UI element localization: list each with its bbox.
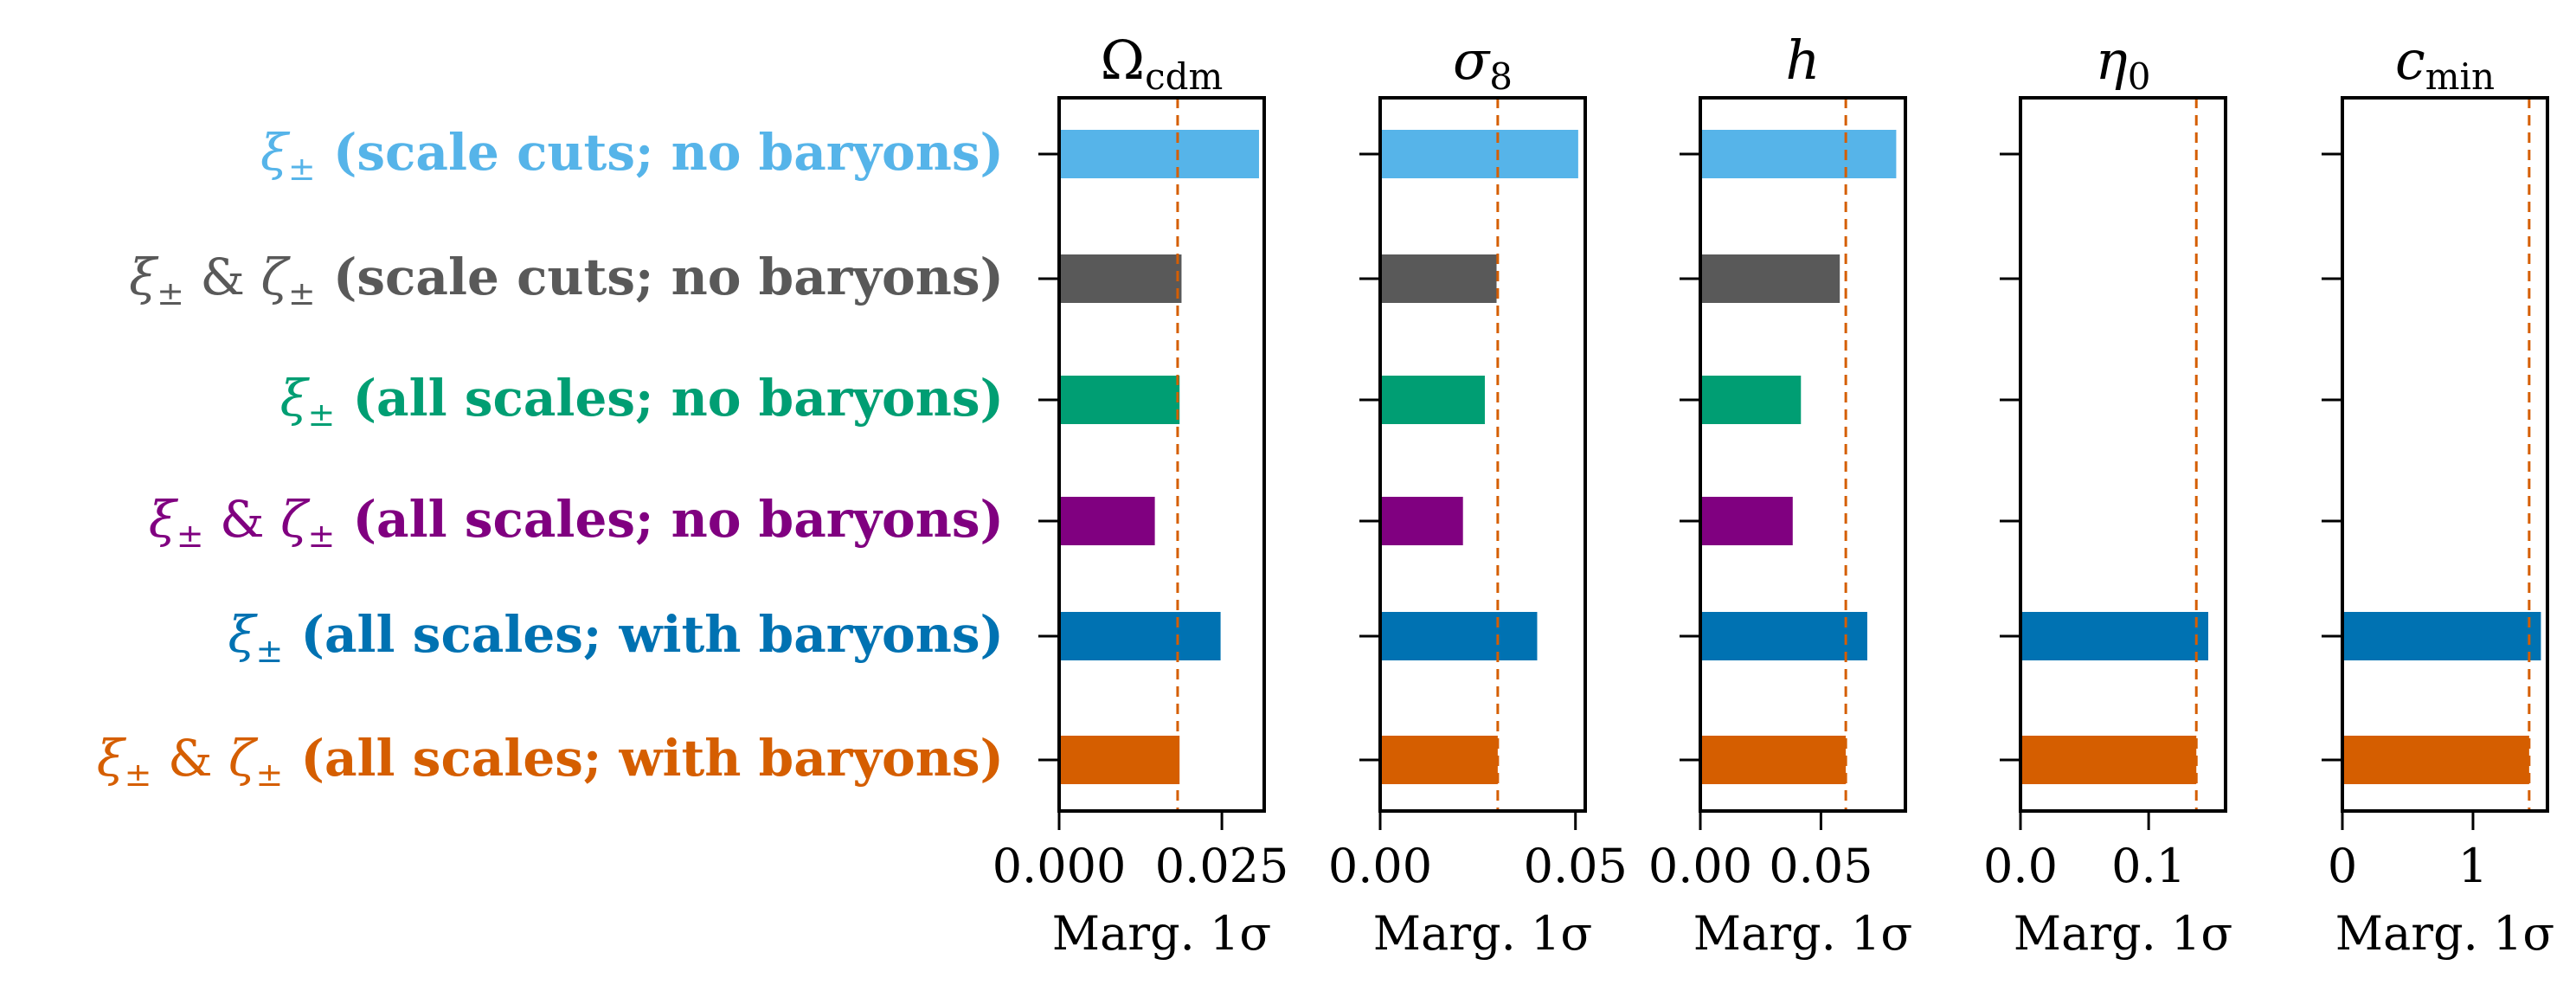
bar-panel0-row2 [1059, 376, 1180, 424]
panel-2: 0.00 0.05 Marg. 1σ h [1648, 29, 1912, 961]
bar-panel1-row3 [1380, 497, 1463, 545]
row-label-2: ξ± (all scales; no baryons) [280, 369, 1004, 434]
panel-frame-1 [1378, 96, 1587, 813]
x-tick-label: 0.1 [2111, 839, 2186, 893]
row-label-ampersand: & [152, 729, 229, 788]
row-label-subscript: ± [308, 396, 336, 434]
row-label-symbol: ξ [97, 729, 127, 788]
bar-panel0-row5 [1059, 736, 1180, 784]
x-tick-label: 0 [2328, 839, 2357, 893]
panel-frame-0 [1057, 96, 1266, 813]
row-label-0: ξ± (scale cuts; no baryons) [260, 123, 1004, 188]
panel-title-subscript: 8 [1489, 55, 1513, 98]
panel-title-2: h [1786, 29, 1821, 92]
bar-panel0-row3 [1059, 497, 1155, 545]
x-tick-label: 1 [2458, 839, 2488, 893]
row-label-symbol-2: ζ [280, 490, 311, 549]
bar-panel1-row4 [1380, 612, 1538, 660]
panel-title-symbol: σ [1453, 29, 1491, 92]
bar-panel0-row0 [1059, 130, 1259, 178]
panel-frame-3 [2019, 96, 2227, 813]
bar-panel2-row0 [1700, 130, 1897, 178]
row-label-subscript: ± [288, 150, 316, 188]
x-tick-label: 0.025 [1155, 839, 1289, 893]
x-axis-label: Marg. 1σ [1373, 906, 1592, 961]
panel-0: 0.000 0.025 Marg. 1σ Ωcdm [992, 29, 1289, 961]
x-axis-label: Marg. 1σ [1693, 906, 1912, 961]
bar-panel0-row4 [1059, 612, 1221, 660]
bar-panel1-row1 [1380, 254, 1497, 303]
bar-panel2-row4 [1700, 612, 1867, 660]
row-label-1: ξ± & ζ± (scale cuts; no baryons) [129, 248, 1004, 312]
row-label-text: (all scales; with baryons) [283, 729, 1004, 788]
x-tick-label: 0.0 [1983, 839, 2058, 893]
bar-panel0-row1 [1059, 254, 1182, 303]
row-label-subscript-2: ± [288, 274, 316, 312]
row-label-ampersand: & [204, 490, 281, 549]
panel-3: 0.0 0.1 Marg. 1σ η0 [1983, 29, 2232, 961]
row-label-4: ξ± (all scales; with baryons) [228, 605, 1004, 670]
bar-panel2-row5 [1700, 736, 1847, 784]
row-label-symbol: ξ [228, 605, 259, 664]
bar-panel3-row5 [2020, 736, 2197, 784]
bar-panel1-row2 [1380, 376, 1485, 424]
bar-panel2-row3 [1700, 497, 1793, 545]
row-label-symbol-2: ζ [260, 248, 291, 306]
bar-panel1-row5 [1380, 736, 1498, 784]
row-label-3: ξ± & ζ± (all scales; no baryons) [149, 490, 1004, 555]
row-label-symbol-2: ζ [228, 729, 259, 788]
x-axis-label: Marg. 1σ [2335, 906, 2554, 961]
panel-title-1: σ8 [1453, 29, 1513, 98]
row-label-5: ξ± & ζ± (all scales; with baryons) [97, 729, 1004, 794]
panel-title-symbol: h [1786, 29, 1821, 92]
row-label-subscript: ± [255, 632, 283, 670]
panel-title-subscript: 0 [2128, 55, 2151, 98]
x-axis-label: Marg. 1σ [1052, 906, 1271, 961]
row-label-symbol: ξ [280, 369, 311, 428]
x-tick-label: 0.05 [1769, 839, 1873, 893]
panel-title-symbol: η [2096, 29, 2128, 92]
x-tick-label: 0.05 [1524, 839, 1628, 893]
panel-frame-2 [1699, 96, 1907, 813]
row-label-text: (all scales; no baryons) [335, 369, 1004, 428]
panel-title-3: η0 [2096, 29, 2151, 98]
bar-panel2-row1 [1700, 254, 1840, 303]
x-tick-label: 0.00 [1328, 839, 1432, 893]
row-label-symbol: ξ [149, 490, 179, 549]
row-label-text: (all scales; no baryons) [335, 490, 1004, 549]
bar-panel4-row5 [2342, 736, 2529, 784]
row-label-ampersand: & [184, 248, 261, 306]
row-label-subscript: ± [177, 517, 204, 555]
panel-title-subscript: min [2425, 55, 2495, 98]
row-label-text: (scale cuts; no baryons) [316, 123, 1004, 182]
panel-title-4: cmin [2395, 29, 2495, 98]
row-label-subscript: ± [157, 274, 184, 312]
panel-4: 0 1 Marg. 1σ cmin [2322, 29, 2554, 961]
bar-panel3-row4 [2020, 612, 2209, 660]
panel-frame-4 [2341, 96, 2549, 813]
row-label-subscript-2: ± [255, 756, 283, 794]
panel-title-subscript: cdm [1145, 55, 1223, 98]
row-label-text: (scale cuts; no baryons) [316, 248, 1004, 306]
x-tick-label: 0.000 [992, 839, 1127, 893]
row-labels: ξ± (scale cuts; no baryons)ξ± & ζ± (scal… [97, 123, 1004, 794]
row-label-subscript: ± [125, 756, 152, 794]
x-axis-label: Marg. 1σ [2014, 906, 2232, 961]
row-label-text: (all scales; with baryons) [283, 605, 1004, 664]
bar-panel1-row0 [1380, 130, 1578, 178]
row-label-subscript-2: ± [308, 517, 336, 555]
bar-panel4-row4 [2342, 612, 2541, 660]
bar-panel2-row2 [1700, 376, 1802, 424]
x-tick-label: 0.00 [1648, 839, 1752, 893]
panel-title-0: Ωcdm [1101, 29, 1224, 98]
panel-1: 0.00 0.05 Marg. 1σ σ8 [1328, 29, 1628, 961]
panel-title-symbol: Ω [1101, 29, 1145, 92]
row-label-symbol: ξ [260, 123, 291, 182]
row-label-symbol: ξ [129, 248, 159, 306]
panel-title-symbol: c [2395, 29, 2425, 92]
